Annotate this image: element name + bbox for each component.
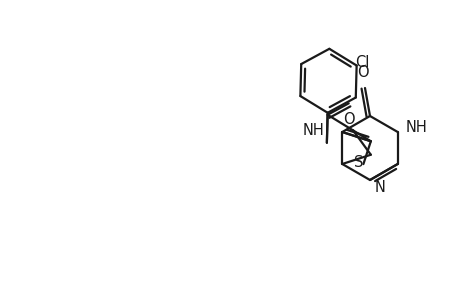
Text: NH: NH — [405, 119, 426, 134]
Text: O: O — [356, 65, 368, 80]
Text: O: O — [342, 112, 354, 127]
Text: N: N — [374, 179, 385, 194]
Text: NH: NH — [302, 123, 324, 138]
Text: S: S — [353, 155, 363, 170]
Text: Cl: Cl — [354, 55, 368, 70]
